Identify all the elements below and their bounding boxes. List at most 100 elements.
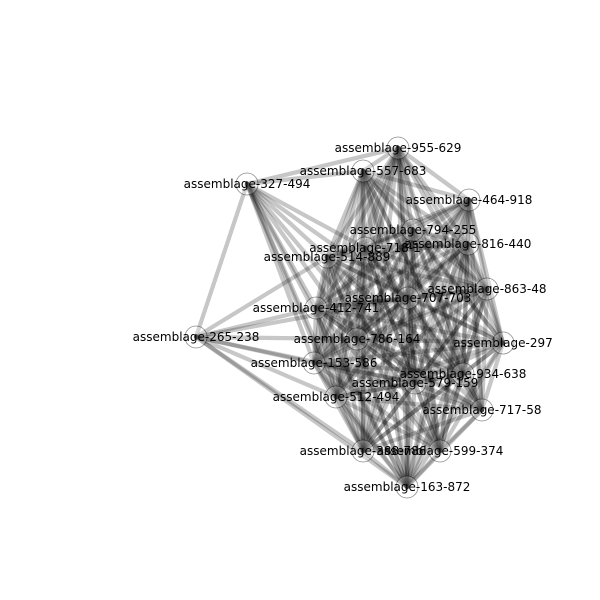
- edge-n_718-n_163_872: [362, 245, 410, 490]
- edge-n_512_494-n_599_374: [333, 394, 443, 454]
- edge-n_514_889-n_579: [324, 254, 418, 386]
- node-label-n_863_48: assemblage-863-48: [427, 282, 546, 296]
- edge-n_794_255-n_388: [360, 227, 416, 454]
- edge-n_464_918-n_153: [311, 197, 472, 366]
- edge-n_265_238-n_512_494: [193, 334, 339, 400]
- edge-n_816_440-n_707: [405, 241, 471, 301]
- edge-n_794_255-n_786: [354, 227, 416, 342]
- node-n_412[interactable]: [304, 296, 328, 320]
- node-n_707[interactable]: [396, 286, 420, 310]
- edge-n_557_683-n_327_494: [244, 168, 366, 187]
- edge-n_707-n_297: [405, 295, 506, 346]
- edge-n_514_889-n_599_374: [324, 254, 443, 454]
- edge-n_512_494-n_388: [333, 394, 366, 454]
- node-n_863_48[interactable]: [475, 277, 499, 301]
- edge-n_718-n_707: [362, 245, 411, 301]
- edge-n_327_494-n_718: [244, 181, 368, 251]
- node-n_297[interactable]: [491, 331, 515, 355]
- edge-n_934_638-n_388: [360, 371, 466, 454]
- edge-n_707-n_512_494: [333, 295, 411, 400]
- edge-n_464_918-n_412: [313, 197, 472, 311]
- node-n_464_918[interactable]: [457, 188, 481, 212]
- node-n_579[interactable]: [403, 371, 427, 395]
- edge-n_297-n_934_638: [460, 340, 506, 377]
- edge-n_955_629-n_718: [362, 145, 401, 251]
- edge-n_794_255-n_717_58: [410, 227, 485, 413]
- node-n_388[interactable]: [351, 439, 375, 463]
- edge-n_863_48-n_599_374: [437, 286, 490, 454]
- edge-n_707-n_163_872: [404, 295, 411, 490]
- node-n_794_255[interactable]: [401, 218, 425, 242]
- node-n_934_638[interactable]: [451, 362, 475, 386]
- edge-n_297-n_388: [360, 340, 506, 454]
- edge-n_794_255-n_512_494: [333, 227, 416, 400]
- edge-n_557_683-n_579: [360, 168, 418, 386]
- edge-n_388-n_163_872: [360, 448, 410, 490]
- edge-n_464_918-n_512_494: [333, 197, 472, 400]
- edge-n_934_638-n_599_374: [437, 371, 466, 454]
- node-n_717_58[interactable]: [470, 398, 494, 422]
- edge-n_514_889-n_512_494: [324, 254, 339, 400]
- edge-n_265_238-n_388: [193, 334, 366, 454]
- node-n_512_494[interactable]: [324, 385, 348, 409]
- node-n_955_629[interactable]: [386, 136, 410, 160]
- edge-n_955_629-n_514_889: [324, 145, 401, 260]
- edge-n_955_629-n_786: [354, 145, 401, 342]
- edge-n_794_255-n_579: [410, 227, 418, 386]
- edge-n_557_683-n_707: [360, 168, 411, 301]
- edge-n_464_918-n_579: [412, 197, 472, 386]
- edge-n_794_255-n_163_872: [404, 227, 416, 490]
- node-n_786[interactable]: [345, 327, 369, 351]
- edge-n_718-n_512_494: [333, 245, 368, 400]
- node-n_599_374[interactable]: [428, 439, 452, 463]
- node-label-n_934_638: assemblage-934-638: [400, 367, 527, 381]
- edge-n_412-n_579: [313, 305, 418, 386]
- node-label-n_707: assemblage-707-703: [345, 291, 472, 305]
- edge-n_557_683-n_718: [360, 168, 368, 251]
- edge-n_794_255-n_934_638: [410, 227, 466, 377]
- edge-n_464_918-n_297: [466, 197, 506, 346]
- edge-n_863_48-n_512_494: [333, 286, 490, 400]
- edge-n_786-n_153: [311, 336, 360, 366]
- edge-n_794_255-n_297: [410, 227, 506, 346]
- edge-n_514_889-n_163_872: [324, 254, 410, 490]
- edge-n_955_629-n_579: [395, 145, 418, 386]
- edge-n_265_238-n_163_872: [193, 334, 410, 490]
- node-n_514_889[interactable]: [315, 245, 339, 269]
- edge-n_786-n_163_872: [354, 336, 410, 490]
- node-n_265_238[interactable]: [184, 325, 208, 349]
- edge-n_327_494-n_163_872: [244, 181, 410, 490]
- edge-n_786-n_717_58: [354, 336, 485, 413]
- node-n_327_494[interactable]: [235, 172, 259, 196]
- edge-n_863_48-n_786: [354, 286, 490, 342]
- edge-n_412-n_297: [313, 305, 506, 346]
- edge-n_579-n_163_872: [404, 380, 418, 490]
- edge-n_557_683-n_514_889: [324, 168, 366, 260]
- edge-n_955_629-n_512_494: [333, 145, 401, 400]
- node-n_816_440[interactable]: [456, 232, 480, 256]
- node-n_557_683[interactable]: [351, 159, 375, 183]
- edge-n_297-n_512_494: [333, 340, 506, 400]
- edge-n_327_494-n_265_238: [193, 181, 250, 340]
- edge-n_514_889-n_707: [324, 254, 411, 301]
- edge-n_153-n_717_58: [311, 360, 485, 413]
- edge-n_464_918-n_934_638: [460, 197, 472, 377]
- node-n_163_872[interactable]: [395, 475, 419, 499]
- node-label-n_816_440: assemblage-816-440: [405, 237, 532, 251]
- node-n_153[interactable]: [302, 351, 326, 375]
- node-label-n_718: assemblage-718-1: [309, 241, 420, 255]
- edge-n_327_494-n_388: [244, 181, 366, 454]
- edge-n_464_918-n_786: [354, 197, 472, 342]
- edge-n_816_440-n_863_48: [465, 241, 490, 292]
- node-n_718[interactable]: [353, 236, 377, 260]
- edge-n_707-n_934_638: [405, 295, 466, 377]
- edge-n_514_889-n_388: [324, 254, 366, 454]
- edge-n_794_255-n_514_889: [324, 227, 416, 260]
- edge-n_464_918-n_163_872: [404, 197, 472, 490]
- edge-n_265_238-n_579: [193, 334, 418, 386]
- edge-n_955_629-n_794_255: [395, 145, 416, 233]
- edge-n_599_374-n_163_872: [404, 448, 443, 490]
- edge-n_816_440-n_786: [354, 241, 471, 342]
- edge-n_707-n_599_374: [405, 295, 443, 454]
- edge-n_955_629-n_863_48: [395, 145, 490, 292]
